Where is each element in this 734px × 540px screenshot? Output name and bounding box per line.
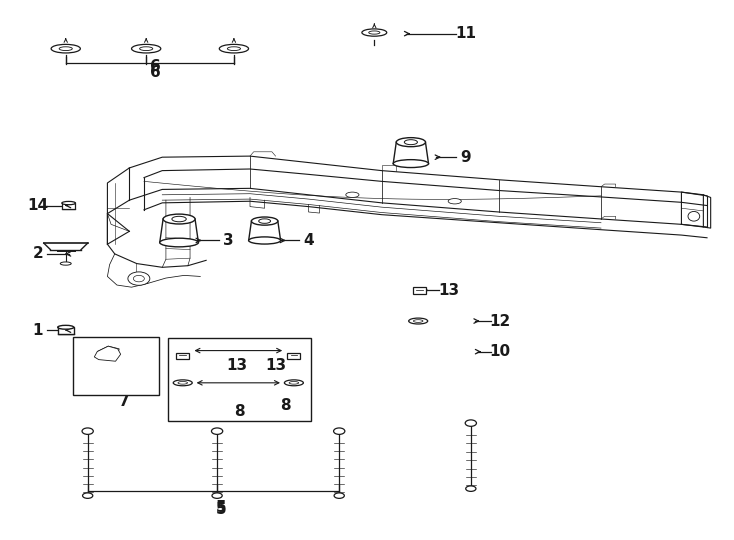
Text: 7: 7 xyxy=(119,394,129,409)
Text: 10: 10 xyxy=(490,344,511,359)
Text: 9: 9 xyxy=(460,150,471,165)
Ellipse shape xyxy=(346,192,359,198)
Text: 6: 6 xyxy=(150,65,160,80)
Ellipse shape xyxy=(334,493,344,498)
Text: 8: 8 xyxy=(280,398,291,413)
Ellipse shape xyxy=(448,199,462,204)
Ellipse shape xyxy=(211,428,222,434)
Text: 12: 12 xyxy=(490,314,511,328)
Ellipse shape xyxy=(178,381,187,384)
Text: 8: 8 xyxy=(234,404,244,419)
Ellipse shape xyxy=(404,140,418,145)
Ellipse shape xyxy=(249,237,280,244)
Text: 11: 11 xyxy=(455,26,476,41)
Bar xyxy=(58,327,74,334)
Ellipse shape xyxy=(289,381,299,384)
Ellipse shape xyxy=(409,318,428,324)
Polygon shape xyxy=(95,346,120,361)
Ellipse shape xyxy=(333,428,345,434)
Bar xyxy=(287,353,300,359)
Ellipse shape xyxy=(173,380,192,386)
Text: 14: 14 xyxy=(27,198,48,213)
Bar xyxy=(73,336,159,395)
Ellipse shape xyxy=(134,275,145,282)
Ellipse shape xyxy=(128,272,150,285)
Text: 7: 7 xyxy=(111,379,122,394)
Text: 2: 2 xyxy=(32,246,43,261)
Bar xyxy=(168,338,310,422)
Ellipse shape xyxy=(219,44,249,53)
Ellipse shape xyxy=(465,420,476,427)
Ellipse shape xyxy=(82,428,93,434)
Ellipse shape xyxy=(160,238,198,247)
Ellipse shape xyxy=(131,44,161,53)
Ellipse shape xyxy=(82,493,92,498)
Text: 13: 13 xyxy=(226,358,247,373)
Ellipse shape xyxy=(368,31,380,34)
Text: 5: 5 xyxy=(216,502,226,517)
Ellipse shape xyxy=(58,325,74,329)
Ellipse shape xyxy=(252,217,278,225)
Text: 13: 13 xyxy=(265,358,286,373)
Ellipse shape xyxy=(258,219,271,224)
Text: 5: 5 xyxy=(216,500,226,515)
Bar xyxy=(176,353,189,359)
Ellipse shape xyxy=(396,138,426,147)
Ellipse shape xyxy=(413,320,423,322)
Bar xyxy=(413,287,426,294)
Ellipse shape xyxy=(228,47,241,51)
Ellipse shape xyxy=(393,160,429,167)
Ellipse shape xyxy=(163,214,195,224)
Text: 4: 4 xyxy=(303,233,314,248)
Text: 3: 3 xyxy=(222,233,233,248)
Ellipse shape xyxy=(60,262,71,265)
Ellipse shape xyxy=(688,212,700,221)
Ellipse shape xyxy=(284,380,303,386)
Ellipse shape xyxy=(172,217,186,222)
Ellipse shape xyxy=(51,44,80,53)
Ellipse shape xyxy=(362,29,387,36)
Text: 1: 1 xyxy=(33,323,43,338)
Text: 13: 13 xyxy=(438,283,459,298)
Ellipse shape xyxy=(139,47,153,51)
Ellipse shape xyxy=(59,47,73,51)
Ellipse shape xyxy=(62,201,76,205)
Text: 6: 6 xyxy=(150,59,160,75)
Ellipse shape xyxy=(465,486,476,491)
Ellipse shape xyxy=(212,493,222,498)
Bar xyxy=(62,203,76,209)
Polygon shape xyxy=(97,346,119,354)
